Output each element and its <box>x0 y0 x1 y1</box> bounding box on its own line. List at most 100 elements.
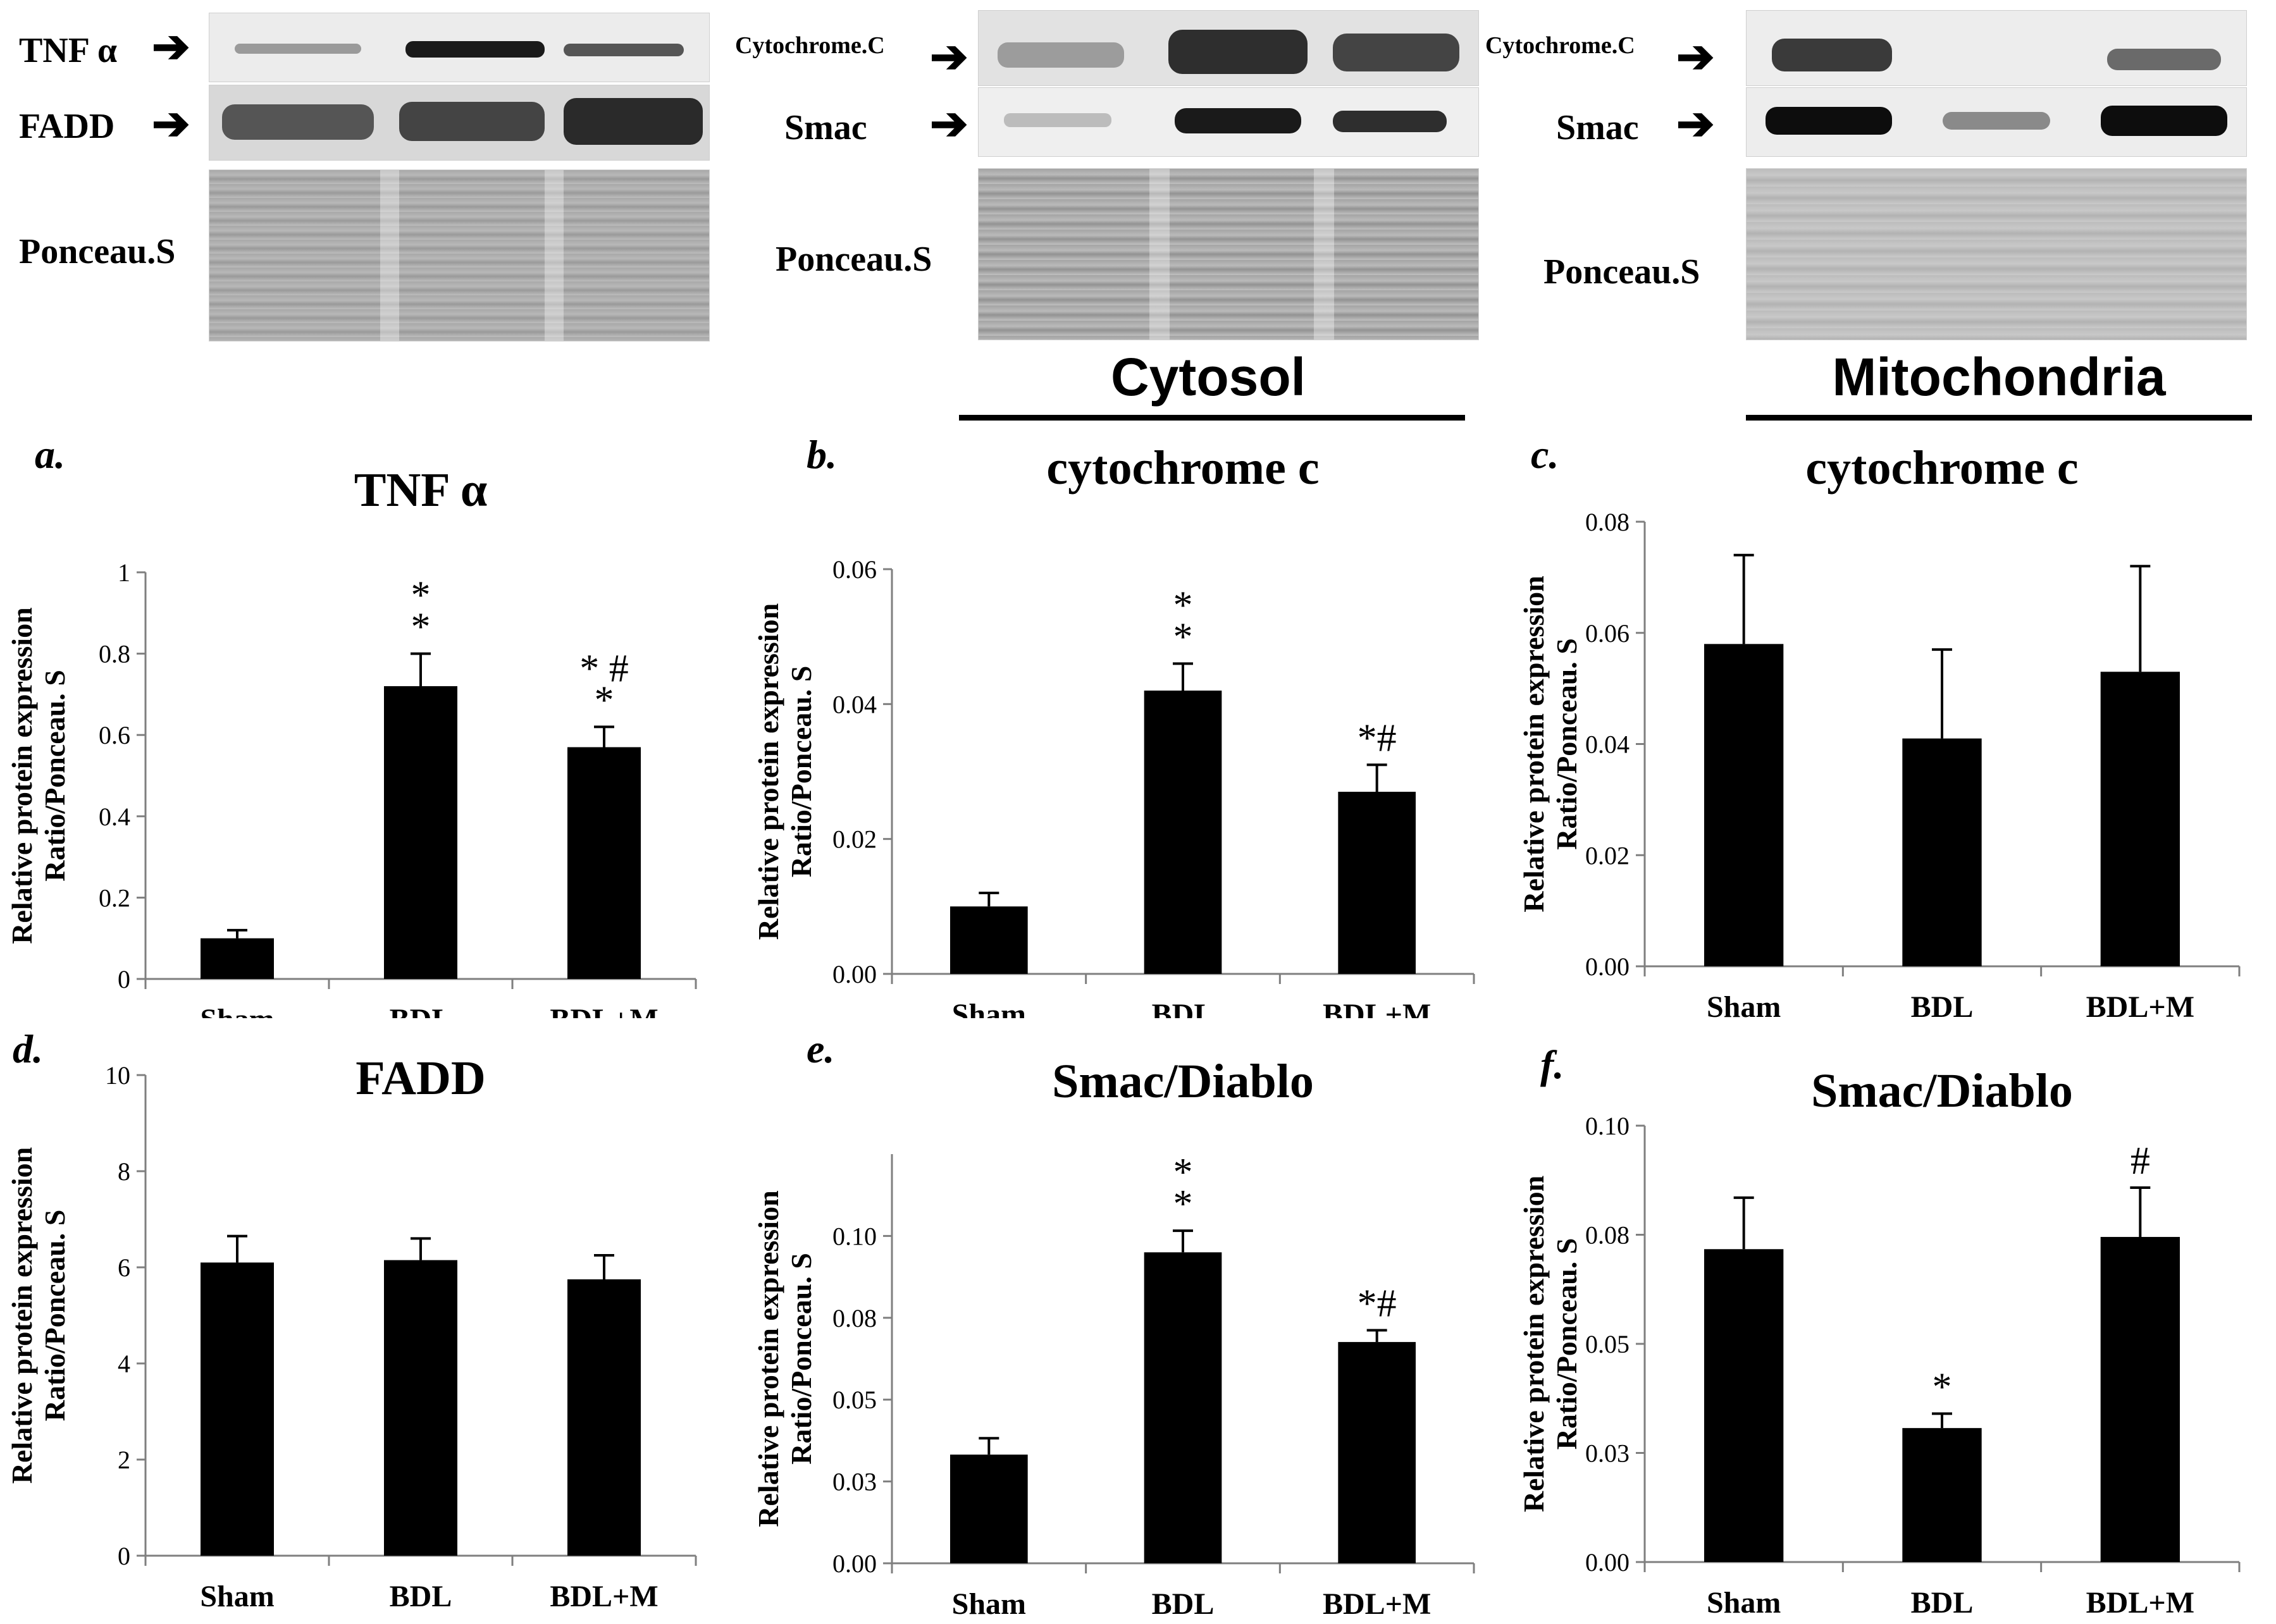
significance-mark: * <box>1173 615 1193 658</box>
x-tick-label: BDL <box>1152 1587 1215 1621</box>
significance-mark: # <box>2131 1140 2150 1183</box>
x-tick-label: BDL <box>1911 990 1974 1018</box>
blot-panel-mito: Cytochrome.C ➔ Smac ➔ Ponceau.S Mitochon… <box>1474 0 2276 430</box>
bar <box>384 1260 457 1556</box>
y-tick-label: 0.05 <box>832 1386 877 1414</box>
chart-title: cytochrome c <box>1805 441 2078 495</box>
arrow-fadd: ➔ <box>152 99 190 149</box>
bar <box>2100 1236 2180 1562</box>
gel-strip-ponceau-mito <box>1746 168 2247 340</box>
bar <box>1144 691 1222 974</box>
arrow-cytc-cytosol: ➔ <box>930 32 968 82</box>
x-tick-label: Sham <box>1707 990 1781 1018</box>
band-label-ponceau-cytosol: Ponceau.S <box>776 240 932 279</box>
chart-title: Smac/Diablo <box>1052 1055 1314 1108</box>
bar <box>1338 792 1416 974</box>
arrow-smac-cytosol: ➔ <box>930 99 968 149</box>
significance-mark: * <box>1173 1183 1193 1226</box>
compartment-label-cytosol: Cytosol <box>1110 347 1306 407</box>
y-axis-title: Ratio/Ponceau. S <box>785 1253 817 1465</box>
bar <box>1338 1342 1416 1563</box>
significance-mark: * <box>411 606 431 649</box>
significance-mark: * <box>411 574 431 617</box>
x-tick-label: BDL <box>390 1580 452 1613</box>
significance-mark: * <box>1173 584 1193 627</box>
x-tick-label: BDL+M <box>550 1003 658 1018</box>
x-tick-label: Sham <box>200 1003 274 1018</box>
band-label-cytc-mito: Cytochrome.C <box>1485 32 1635 59</box>
gel-strip-fadd <box>209 85 710 161</box>
band-label-ponceau-mito: Ponceau.S <box>1543 252 1700 292</box>
y-tick-label: 0.04 <box>832 690 877 718</box>
panel-letter: e. <box>807 1026 834 1071</box>
y-tick-label: 0.02 <box>832 825 877 854</box>
y-tick-label: 0.2 <box>99 883 130 912</box>
bar <box>1704 644 1784 966</box>
chart-title: TNF α <box>354 464 488 517</box>
blot-panel-whole: TNF α ➔ FADD ➔ Ponceau.S <box>0 0 721 354</box>
blot-panel-cytosol: Cytochrome.C ➔ Smac ➔ Ponceau.S Cytosol <box>727 0 1512 430</box>
y-tick-label: 0.00 <box>832 1549 877 1578</box>
y-axis-title: Relative protein expression <box>752 1190 784 1527</box>
panel-letter: d. <box>13 1026 43 1071</box>
compartment-rule-mito <box>1746 415 2252 421</box>
bar <box>567 747 641 979</box>
significance-mark: *# <box>1358 717 1397 760</box>
x-tick-label: Sham <box>200 1580 274 1613</box>
panel-letter: b. <box>807 432 837 477</box>
y-tick-label: 0.02 <box>1585 841 1630 870</box>
chart-panel-c: c. cytochrome c Relative protein expressio… <box>1518 432 2241 1018</box>
panel-letter: c. <box>1531 432 1559 477</box>
x-tick-label: BDL+M <box>1323 998 1431 1018</box>
gel-strip-cytc-mito <box>1746 10 2247 86</box>
y-tick-label: 0.00 <box>832 960 877 988</box>
y-tick-label: 6 <box>118 1253 130 1282</box>
bar <box>950 1455 1028 1563</box>
bar <box>1144 1252 1222 1563</box>
significance-mark: * <box>595 679 614 722</box>
compartment-label-mito: Mitochondria <box>1832 347 2166 407</box>
chart-title: Smac/Diablo <box>1811 1064 2073 1117</box>
significance-mark: * <box>1933 1365 1952 1408</box>
y-axis-title: Ratio/Ponceau. S <box>1550 638 1583 850</box>
x-tick-label: Sham <box>1707 1586 1781 1620</box>
bar <box>384 686 457 979</box>
chart-title: cytochrome c <box>1046 441 1319 495</box>
y-axis-title: Ratio/Ponceau. S <box>39 670 71 882</box>
y-tick-label: 10 <box>105 1061 130 1090</box>
gel-strip-tnf <box>209 13 710 82</box>
gel-strip-smac-mito <box>1746 87 2247 157</box>
y-tick-label: 0.05 <box>1585 1330 1630 1358</box>
y-tick-label: 0.00 <box>1585 1548 1630 1577</box>
band-label-smac-mito: Smac <box>1556 108 1639 147</box>
y-axis-title: Relative protein expression <box>1518 1176 1550 1512</box>
bar <box>201 938 274 979</box>
y-tick-label: 0.10 <box>1585 1112 1630 1140</box>
band-label-ponceau-whole: Ponceau.S <box>19 232 176 271</box>
x-tick-label: BDL+M <box>1323 1587 1431 1621</box>
arrow-tnf: ➔ <box>152 22 190 72</box>
bar <box>1704 1249 1784 1562</box>
y-tick-label: 0.06 <box>1585 619 1630 648</box>
x-tick-label: Sham <box>952 998 1026 1018</box>
y-axis-title: Ratio/Ponceau. S <box>39 1210 71 1422</box>
significance-mark: *# <box>1358 1282 1397 1325</box>
chart-title: FADD <box>356 1052 485 1105</box>
y-tick-label: 2 <box>118 1446 130 1474</box>
compartment-rule-cytosol <box>959 415 1465 421</box>
bar <box>1902 738 1982 966</box>
x-tick-label: BDL+M <box>2086 990 2194 1018</box>
y-tick-label: 0.08 <box>1585 1221 1630 1250</box>
x-tick-label: BDL <box>1152 998 1215 1018</box>
y-tick-label: 8 <box>118 1157 130 1186</box>
band-label-smac-cytosol: Smac <box>784 108 867 147</box>
panel-letter: f. <box>1540 1042 1564 1087</box>
arrow-smac-mito: ➔ <box>1676 99 1715 149</box>
chart-panel-f: f. Smac/Diablo Relative protein expression… <box>1518 1042 2241 1620</box>
y-axis-title: Relative protein expression <box>6 607 38 944</box>
gel-strip-ponceau-cytosol <box>978 168 1479 340</box>
gel-strip-smac-cytosol <box>978 87 1479 157</box>
bar <box>567 1279 641 1556</box>
y-tick-label: 0.08 <box>832 1304 877 1332</box>
chart-panel-a: a. TNF α Relative protein expression Ratio/… <box>6 432 697 1018</box>
